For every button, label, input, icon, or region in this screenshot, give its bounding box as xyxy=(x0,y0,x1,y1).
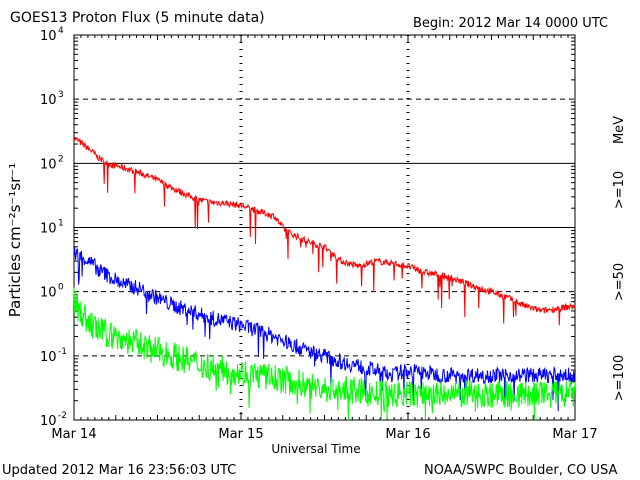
y-tick-label: 10 3 xyxy=(40,90,64,108)
y-tick-exp: 0 xyxy=(58,283,64,293)
y-tick-base: 10 xyxy=(40,29,57,44)
y-tick-exp: -1 xyxy=(58,347,67,357)
y-tick-base: 10 xyxy=(40,286,57,301)
y-tick-label: 10 -1 xyxy=(40,347,67,365)
legend-series-1: >=50 xyxy=(612,263,627,301)
unit-label: MeV xyxy=(612,116,627,144)
y-tick-base: 10 xyxy=(40,350,57,365)
series-line-1 xyxy=(73,247,576,412)
y-tick-label: 10 -2 xyxy=(40,411,67,429)
y-tick-label: 10 4 xyxy=(40,26,64,44)
y-tick-base: 10 xyxy=(40,222,57,237)
y-tick-base: 10 xyxy=(40,414,57,429)
y-tick-exp: 1 xyxy=(58,219,64,229)
legend-series-0: >=10 xyxy=(612,171,627,209)
y-tick-exp: 4 xyxy=(58,26,64,36)
series-layer xyxy=(73,136,576,421)
begin-label: Begin: 2012 Mar 14 0000 UTC xyxy=(413,16,608,31)
chart-title: GOES13 Proton Flux (5 minute data) xyxy=(10,10,265,26)
series-line-2 xyxy=(73,287,576,421)
x-tick-label: Mar 14 xyxy=(51,427,96,442)
x-axis-label: Universal Time xyxy=(271,442,360,456)
x-tick-label: Mar 15 xyxy=(218,427,263,442)
credit-label: NOAA/SWPC Boulder, CO USA xyxy=(424,463,617,478)
y-tick-exp: -2 xyxy=(58,411,67,421)
y-tick-label: 10 0 xyxy=(40,283,64,301)
updated-label: Updated 2012 Mar 16 23:56:03 UTC xyxy=(2,463,236,478)
x-tick-label: Mar 16 xyxy=(385,427,430,442)
x-tick-label: Mar 17 xyxy=(552,427,597,442)
y-tick-exp: 3 xyxy=(58,90,64,100)
grid-layer xyxy=(73,35,576,420)
y-axis-label: Particles cm⁻²s⁻¹sr⁻¹ xyxy=(6,163,24,317)
y-tick-base: 10 xyxy=(40,157,57,172)
series-line-0 xyxy=(73,136,576,326)
y-tick-label: 10 1 xyxy=(40,219,64,237)
y-tick-base: 10 xyxy=(40,93,57,108)
y-tick-exp: 2 xyxy=(58,154,64,164)
y-tick-label: 10 2 xyxy=(40,154,64,172)
x-tick-labels: Mar 14 Mar 15 Mar 16 Mar 17 xyxy=(51,427,597,442)
legend-series-2: >=100 xyxy=(612,355,627,402)
